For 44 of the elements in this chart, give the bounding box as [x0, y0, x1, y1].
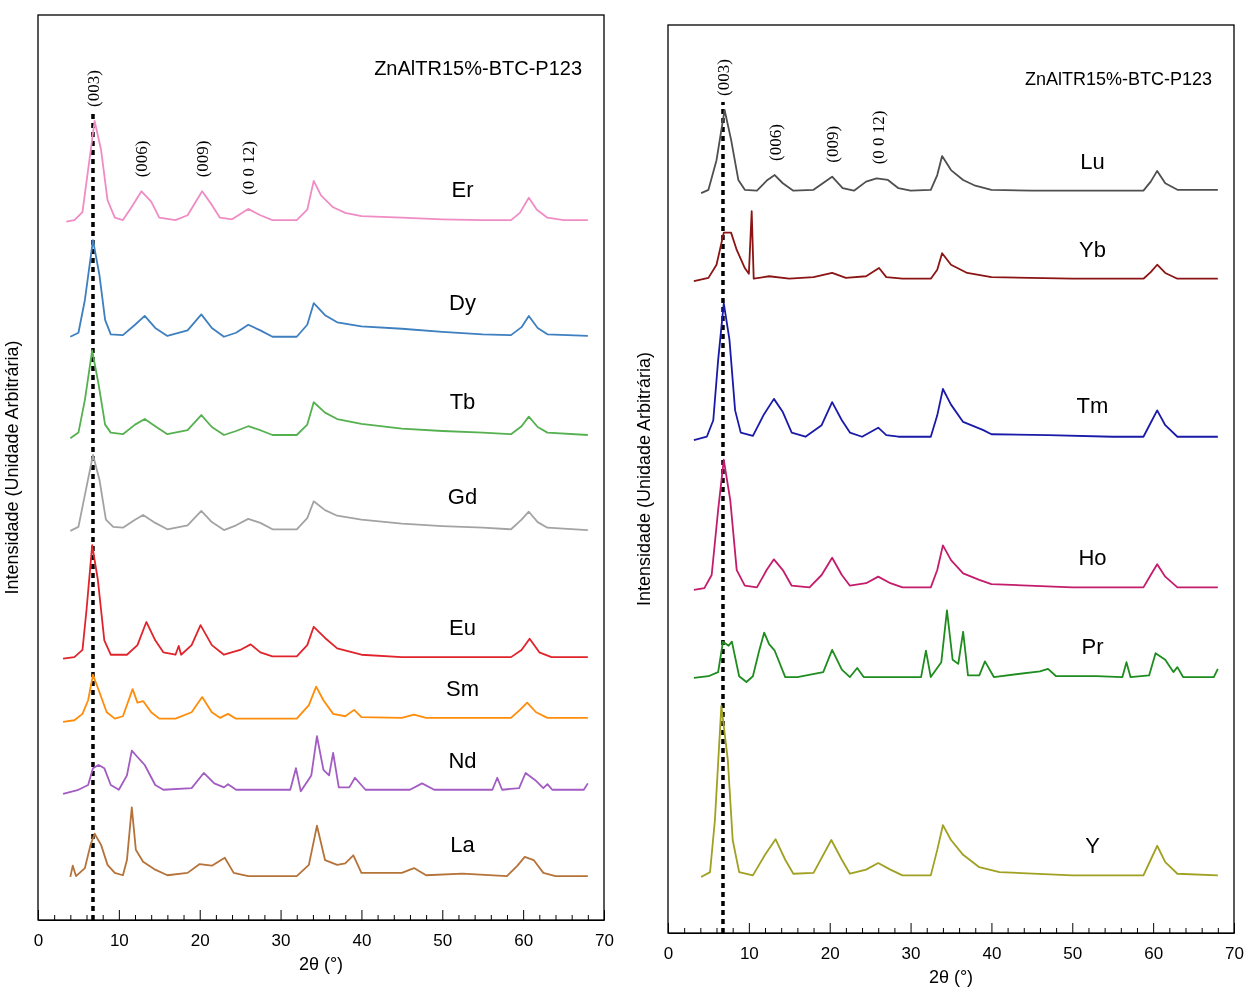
x-tick-label: 20 [190, 931, 210, 951]
y-axis-title: Intensidade (Unidade Arbitrária) [2, 340, 22, 595]
x-tick-label: 60 [514, 931, 534, 951]
series-label: Gd [447, 484, 478, 510]
series-label: Yb [1079, 236, 1106, 262]
y-axis-title: Intensidade (Unidade Arbitrária) [634, 351, 654, 607]
x-tick-label: 70 [1225, 944, 1244, 964]
x-axis-title: 2θ (°) [298, 954, 344, 974]
x-tick-label: 0 [33, 931, 44, 951]
x-tick-label: 20 [820, 944, 840, 964]
series-label: Y [1085, 833, 1101, 859]
annotation: (006) [132, 140, 152, 178]
annotation: (003) [713, 59, 733, 96]
x-tick-label: 30 [271, 931, 291, 951]
x-tick-label: 40 [982, 944, 1002, 964]
x-tick-label: 10 [109, 931, 129, 951]
series-label: Eu [449, 615, 476, 641]
x-tick-label: 50 [433, 931, 453, 951]
x-axis-title: 2θ (°) [928, 967, 974, 987]
chart-title: ZnAlTR15%-BTC-P123 [1024, 69, 1212, 89]
series-label: Sm [446, 675, 479, 701]
series-label: Nd [448, 747, 477, 773]
annotation: (0 0 12) [239, 141, 259, 195]
x-tick-label: 0 [663, 944, 674, 964]
x-tick-label: 40 [352, 931, 372, 951]
series-label: Ho [1078, 545, 1107, 571]
series-label: Tb [449, 389, 476, 415]
x-tick-label: 50 [1063, 944, 1083, 964]
x-tick-label: 10 [739, 944, 759, 964]
series-label: Lu [1080, 148, 1105, 174]
series-label: Pr [1081, 634, 1104, 660]
annotation: (003) [83, 70, 103, 107]
series-label: Er [451, 177, 474, 203]
annotation: (009) [823, 125, 843, 163]
annotation: (006) [765, 124, 785, 162]
x-tick-label: 70 [595, 931, 614, 951]
x-tick-label: 30 [901, 944, 921, 964]
series-label: La [450, 831, 476, 857]
series-label: Tm [1076, 393, 1109, 419]
annotation: (0 0 12) [869, 110, 889, 165]
series-label: Dy [449, 289, 476, 315]
x-tick-label: 60 [1144, 944, 1164, 964]
chart-title: ZnAlTR15%-BTC-P123 [374, 57, 582, 79]
annotation: (009) [193, 140, 213, 178]
